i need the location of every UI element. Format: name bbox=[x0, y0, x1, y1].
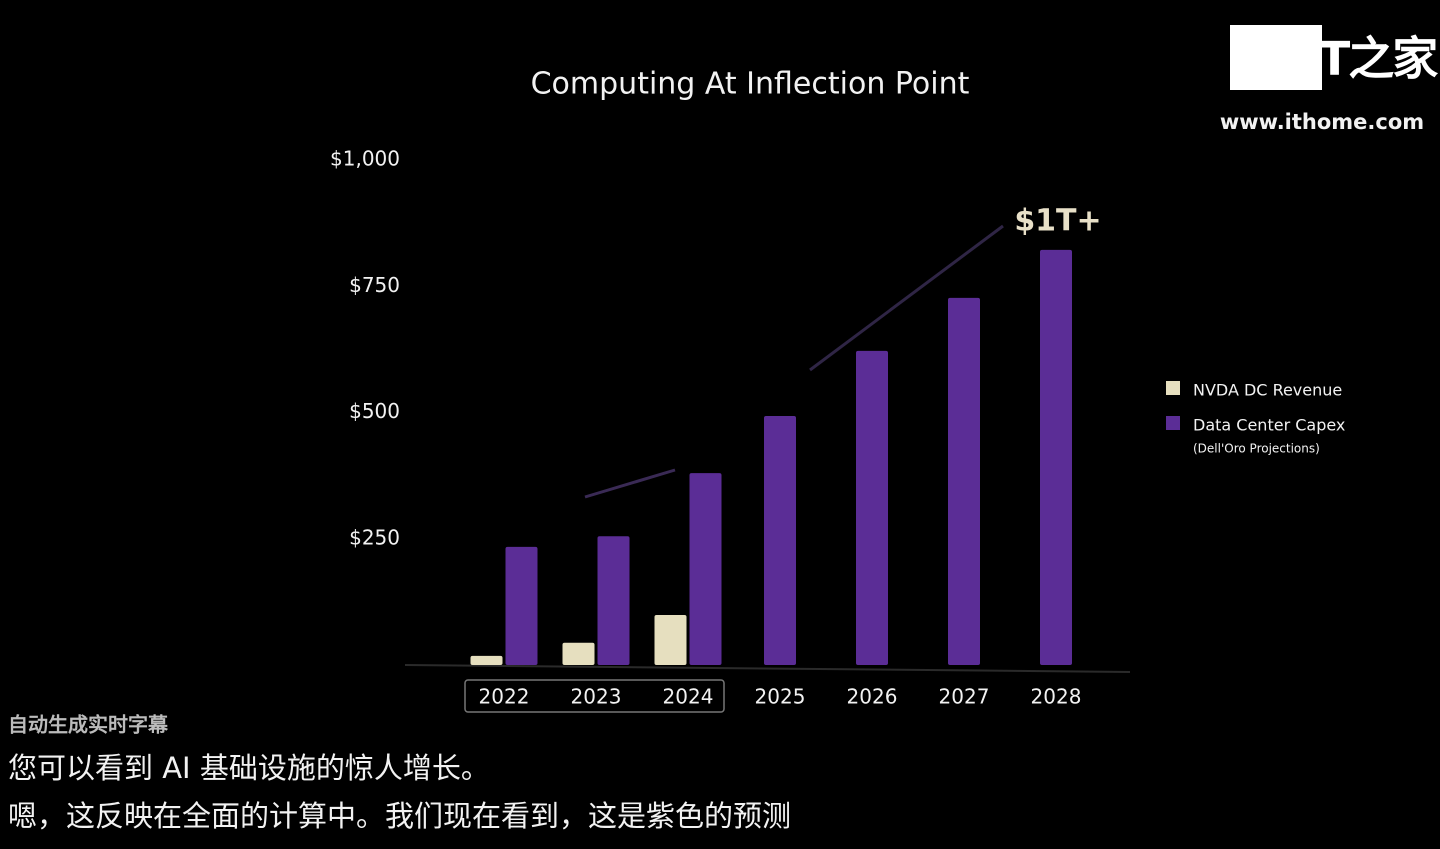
caption: 嗯，这反映在全面的计算中。我们现在看到，这是紫色的预测 bbox=[8, 799, 791, 833]
y-tick-label: $500 bbox=[349, 399, 400, 423]
legend-note: (Dell'Oro Projections) bbox=[1193, 442, 1320, 456]
logo: IT之家 bbox=[1304, 32, 1438, 86]
y-tick-label: $250 bbox=[349, 525, 400, 549]
bar bbox=[654, 615, 687, 665]
legend-swatch bbox=[1166, 416, 1180, 430]
bar bbox=[562, 642, 595, 665]
bar bbox=[1040, 249, 1072, 665]
legend-swatch bbox=[1166, 381, 1180, 395]
x-tick-label: 2028 bbox=[1031, 685, 1082, 709]
legend-label: Data Center Capex bbox=[1193, 416, 1345, 435]
chart-title: Computing At Inflection Point bbox=[531, 67, 970, 102]
x-tick-label: 2024 bbox=[663, 685, 714, 709]
x-tick-label: 2025 bbox=[755, 685, 806, 709]
highlight-box bbox=[464, 679, 725, 713]
bar bbox=[470, 655, 503, 665]
annotation: $1T+ bbox=[1014, 204, 1101, 239]
legend-label: NVDA DC Revenue bbox=[1193, 381, 1342, 400]
x-tick-label: 2026 bbox=[847, 685, 898, 709]
y-tick-label: $1,000 bbox=[330, 147, 400, 171]
caption-header: 自动生成实时字幕 bbox=[8, 713, 169, 737]
logo-box bbox=[1230, 25, 1322, 90]
bar bbox=[856, 350, 888, 665]
bar bbox=[948, 297, 980, 665]
baseline bbox=[404, 664, 1131, 673]
bar bbox=[689, 473, 722, 665]
bar bbox=[505, 546, 538, 665]
logo-url: www.ithome.com bbox=[1220, 110, 1424, 134]
bar bbox=[597, 536, 630, 665]
bar bbox=[764, 416, 796, 665]
trend-arrow bbox=[809, 224, 1004, 372]
y-tick-label: $750 bbox=[349, 273, 400, 297]
x-tick-label: 2022 bbox=[479, 685, 530, 709]
trend-arrow bbox=[584, 468, 676, 499]
x-tick-label: 2027 bbox=[939, 685, 990, 709]
caption: 您可以看到 AI 基础设施的惊人增长。 bbox=[8, 751, 490, 785]
x-tick-label: 2023 bbox=[571, 685, 622, 709]
